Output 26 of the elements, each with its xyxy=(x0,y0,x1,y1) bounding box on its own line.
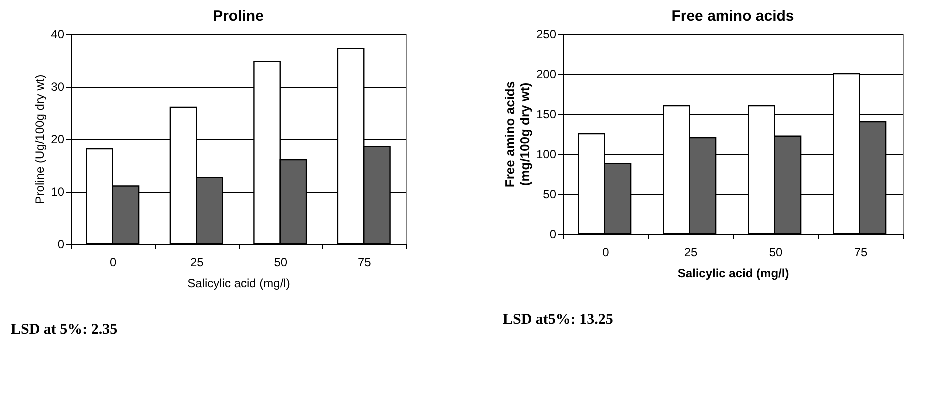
x-axis-title: Salicylic acid (mg/l) xyxy=(678,266,790,280)
chart-title: Free amino acids xyxy=(672,8,794,25)
x-tick-label: 75 xyxy=(358,256,372,270)
x-tick-label: 75 xyxy=(854,246,868,260)
x-tick-label: 25 xyxy=(190,256,204,270)
y-tick-label: 20 xyxy=(51,132,65,146)
y-tick-label: 0 xyxy=(550,228,557,242)
y-tick-label: 250 xyxy=(536,28,557,42)
y-tick-label: 10 xyxy=(51,185,65,199)
y-tick-label: 150 xyxy=(536,108,557,122)
x-axis-title: Salicylic acid (mg/l) xyxy=(188,276,290,290)
y-tick-label: 200 xyxy=(536,68,557,82)
y-axis-title: Proline (Ug/100g dry wt) xyxy=(33,74,48,204)
x-tick-label: 25 xyxy=(684,246,698,260)
x-tick-label: 0 xyxy=(110,256,118,270)
y-axis-title: Free amino acids (mg/100g dry wt) xyxy=(502,81,532,188)
y-tick-label: 40 xyxy=(51,28,65,42)
text: LSD at5%: 13.25 xyxy=(503,312,614,328)
x-tick-label: 50 xyxy=(769,246,783,260)
x-tick-label: 50 xyxy=(274,256,288,270)
chart-title: Proline xyxy=(213,8,264,25)
y-tick-label: 30 xyxy=(51,80,65,94)
y-tick-label: 50 xyxy=(543,188,557,202)
text: LSD at 5%: 2.35 xyxy=(11,322,118,338)
x-tick-label: 0 xyxy=(602,246,610,260)
y-tick-label: 100 xyxy=(536,148,557,162)
